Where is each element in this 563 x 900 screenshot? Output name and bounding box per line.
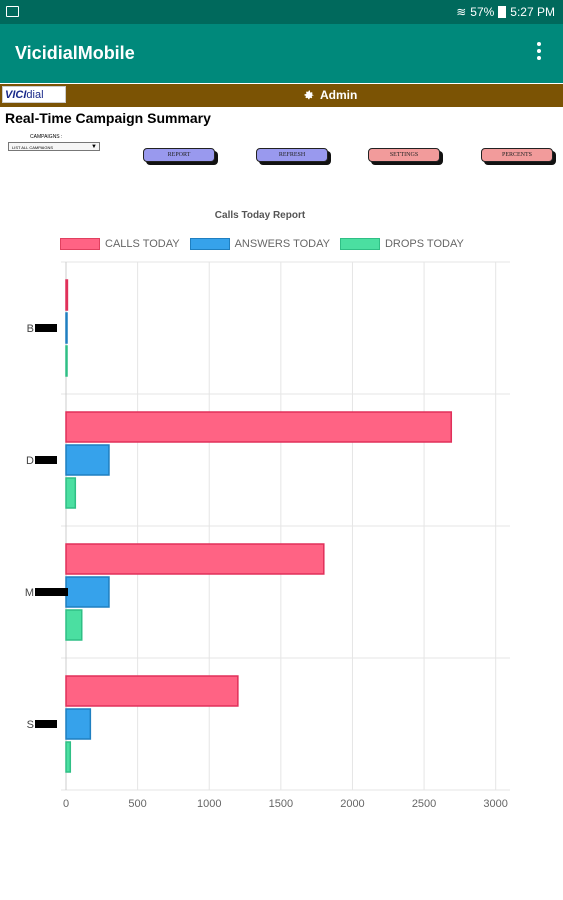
x-tick-label: 1500	[269, 798, 293, 810]
campaigns-label: CAMPAIGNS :	[30, 134, 63, 140]
bar-answers	[65, 576, 110, 608]
admin-bar: VICIdial Admin	[0, 84, 563, 107]
legend-item-answers[interactable]: ANSWERS TODAY	[189, 238, 330, 250]
x-tick-label: 2500	[412, 798, 436, 810]
status-bar: ≋ 57% 5:27 PM	[0, 0, 563, 24]
overflow-menu-icon[interactable]	[537, 42, 541, 63]
settings-button[interactable]: SETTINGS	[368, 148, 440, 162]
legend-label-answers: ANSWERS TODAY	[234, 238, 330, 250]
y-tick-label: S	[27, 719, 34, 731]
percents-button[interactable]: PERCENTS	[481, 148, 553, 162]
legend-label-drops: DROPS TODAY	[384, 238, 464, 250]
bar-answers	[65, 708, 92, 740]
redaction-block	[35, 720, 57, 728]
legend-swatch-calls	[60, 238, 100, 250]
y-tick-label: M	[25, 587, 34, 599]
vicidial-logo[interactable]: VICIdial	[2, 86, 66, 103]
chart-title: Calls Today Report	[214, 210, 306, 221]
bar-answers	[65, 444, 110, 476]
app-title: VicidialMobile	[15, 43, 135, 63]
legend-swatch-answers	[189, 238, 230, 250]
y-tick-label: D	[26, 455, 34, 467]
bar-calls	[65, 279, 69, 311]
admin-link[interactable]: Admin	[303, 88, 357, 102]
gear-icon	[304, 90, 314, 100]
x-tick-label: 1000	[197, 798, 221, 810]
x-tick-label: 0	[63, 798, 69, 810]
clock: 5:27 PM	[510, 5, 555, 19]
bar-drops	[65, 609, 83, 641]
bar-calls	[65, 411, 453, 443]
x-tick-label: 2000	[340, 798, 364, 810]
campaign-select-value: LIST ALL CAMPAIGNS	[12, 145, 54, 150]
redaction-block	[35, 588, 68, 596]
redaction-block	[35, 324, 57, 332]
bar-calls	[65, 675, 239, 707]
app-bar: VicidialMobile	[0, 24, 563, 83]
campaign-select[interactable]: LIST ALL CAMPAIGNS ▼	[8, 142, 100, 151]
y-tick-label: B	[27, 323, 34, 335]
bar-drops	[65, 345, 68, 377]
wifi-icon: ≋	[456, 5, 467, 19]
report-button[interactable]: REPORT	[143, 148, 215, 162]
legend-item-drops[interactable]: DROPS TODAY	[339, 238, 464, 250]
redaction-block	[35, 456, 57, 464]
battery-icon	[498, 6, 507, 18]
battery-level: 57%	[470, 5, 495, 19]
x-tick-label: 3000	[483, 798, 507, 810]
bar-drops	[65, 741, 72, 773]
legend-label-calls: CALLS TODAY	[105, 238, 180, 250]
legend-swatch-drops	[339, 238, 380, 250]
bar-calls	[65, 543, 325, 575]
chart-legend: CALLS TODAY ANSWERS TODAY DROPS TODAY	[60, 238, 474, 250]
page-title: Real-Time Campaign Summary	[5, 110, 211, 126]
admin-label: Admin	[320, 88, 358, 102]
legend-item-calls[interactable]: CALLS TODAY	[60, 238, 180, 250]
bar-drops	[65, 477, 77, 509]
chevron-down-icon: ▼	[91, 144, 97, 150]
bar-answers	[65, 312, 68, 344]
refresh-button[interactable]: REFRESH	[256, 148, 328, 162]
x-tick-label: 500	[128, 798, 146, 810]
image-notification-icon	[6, 6, 19, 17]
